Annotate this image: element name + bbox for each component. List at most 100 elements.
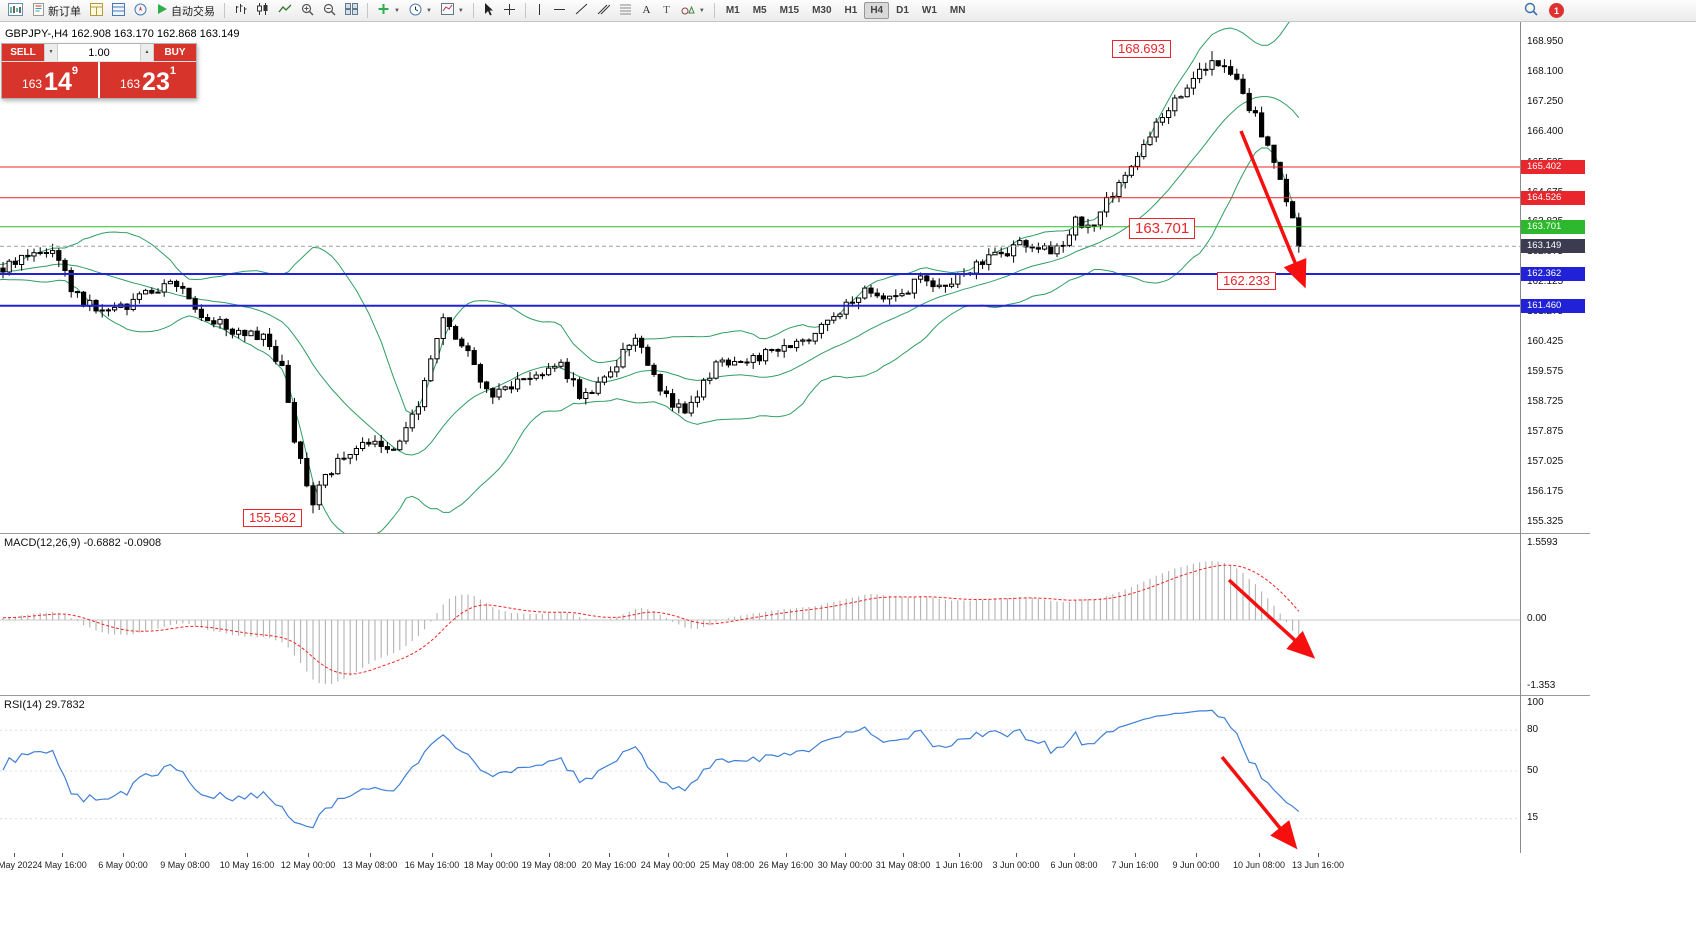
ask-price-prefix: 163 [120, 77, 141, 91]
market-watch-icon [90, 2, 103, 19]
periods-button[interactable]: ▼ [405, 1, 436, 20]
horizontal-line-button[interactable] [549, 1, 570, 20]
rsi-label: RSI(14) 29.7832 [4, 699, 85, 711]
volume-spinner[interactable]: ▲ [140, 44, 154, 61]
time-label: 19 May 08:00 [521, 860, 577, 870]
time-tick [549, 853, 550, 857]
axis-label: 156.175 [1527, 485, 1564, 497]
axis-label: 15 [1527, 812, 1539, 823]
indicators-button[interactable]: ▼ [373, 1, 404, 20]
time-tick [786, 853, 787, 857]
bar-chart-button[interactable] [230, 1, 251, 20]
ask-price-main: 23 [142, 68, 170, 96]
label-button[interactable]: T [657, 1, 676, 20]
time-tick [1318, 853, 1319, 857]
buy-button[interactable]: BUY [154, 44, 196, 61]
one-click-trading-panel: SELL ▼ ▲ BUY 163 14 9 163 23 1 [1, 43, 197, 99]
timeframe-m30[interactable]: M30 [812, 5, 832, 16]
market-watch-button[interactable] [86, 1, 107, 20]
time-label: 18 May 00:00 [463, 860, 519, 870]
text-button[interactable]: A [637, 1, 656, 20]
time-label: 20 May 16:00 [581, 860, 637, 870]
sell-button[interactable]: SELL [2, 44, 44, 61]
tile-windows-icon [345, 3, 358, 18]
time-tick [491, 853, 492, 857]
time-label: 12 May 00:00 [280, 860, 336, 870]
annotation-support[interactable]: 162.233 [1217, 272, 1276, 290]
axis-label: 50 [1527, 765, 1539, 776]
annotation-level[interactable]: 163.701 [1129, 218, 1196, 239]
fibonacci-button[interactable] [615, 1, 636, 20]
trendline-button[interactable] [571, 1, 592, 20]
time-label: 24 May 00:00 [640, 860, 696, 870]
clock-icon [409, 3, 422, 19]
timeframe-m1[interactable]: M1 [725, 5, 740, 16]
timeframe-h1[interactable]: H1 [844, 5, 858, 16]
time-tick [123, 853, 124, 857]
panel-separator[interactable] [0, 695, 1590, 696]
volume-input[interactable] [58, 44, 140, 61]
line-chart-button[interactable] [274, 1, 296, 20]
navigator-button[interactable] [130, 1, 151, 20]
new-chart-button[interactable] [4, 1, 27, 20]
data-window-button[interactable] [108, 1, 129, 20]
vertical-line-button[interactable] [531, 1, 548, 20]
timeframe-w1[interactable]: W1 [921, 5, 937, 16]
chevron-down-icon: ▼ [457, 7, 464, 14]
vertical-line-icon [535, 3, 544, 19]
tile-windows-button[interactable] [341, 1, 362, 20]
price-level-tag: 165.402 [1521, 159, 1585, 174]
search-button[interactable] [1520, 1, 1542, 20]
candlestick-chart-button[interactable] [252, 1, 273, 20]
time-label: 6 May 00:00 [98, 860, 148, 870]
macd-label: MACD(12,26,9) -0.6882 -0.0908 [4, 537, 162, 549]
zoom-out-button[interactable] [319, 1, 340, 20]
time-tick [432, 853, 433, 857]
time-label: 1 Jun 16:00 [935, 860, 983, 870]
crosshair-icon [503, 3, 516, 19]
annotation-low[interactable]: 155.562 [243, 509, 302, 527]
timeframe-h4[interactable]: H4 [864, 2, 890, 19]
trend-arrow-macd [1227, 578, 1316, 659]
svg-text:A: A [642, 4, 650, 15]
time-tick [62, 853, 63, 857]
trade-options-caret[interactable]: ▼ [44, 44, 58, 61]
time-tick [1135, 853, 1136, 857]
toolbar-separator [224, 3, 225, 18]
axis-label: 155.325 [1527, 515, 1564, 527]
time-label: 13 Jun 16:00 [1291, 860, 1345, 870]
timeframe-d1[interactable]: D1 [896, 5, 909, 16]
price-axis[interactable]: 168.950168.100167.250166.400165.525164.6… [1521, 0, 1601, 944]
ask-price-button[interactable]: 163 23 1 [100, 62, 196, 98]
panel-separator[interactable] [0, 533, 1590, 534]
shapes-button[interactable]: ▼ [677, 1, 709, 20]
bid-price-button[interactable]: 163 14 9 [2, 62, 98, 98]
main-chart[interactable] [0, 22, 1520, 533]
chevron-down-icon: ▼ [394, 7, 400, 14]
axis-label: -1.353 [1527, 680, 1556, 691]
autotrading-button[interactable]: 自动交易 [152, 1, 219, 20]
channel-button[interactable] [593, 1, 614, 20]
annotation-high[interactable]: 168.693 [1112, 40, 1171, 58]
label-icon: T [661, 3, 672, 18]
templates-button[interactable]: ▼ [437, 1, 468, 20]
cursor-button[interactable] [479, 1, 498, 20]
new-order-button[interactable]: 新订单 [28, 1, 85, 20]
notification-badge[interactable]: 1 [1549, 3, 1564, 18]
time-label: 10 Jun 08:00 [1232, 860, 1286, 870]
chevron-down-icon: ▼ [425, 7, 432, 14]
macd-panel[interactable] [0, 534, 1520, 695]
svg-text:T: T [663, 4, 670, 15]
timeframe-mn[interactable]: MN [949, 5, 966, 16]
axis-label: 100 [1527, 697, 1544, 708]
autotrading-play-icon [156, 3, 168, 18]
zoom-in-button[interactable] [297, 1, 318, 20]
timeframe-m15[interactable]: M15 [779, 5, 800, 16]
time-tick [903, 853, 904, 857]
bollinger-lower-band [0, 147, 1300, 533]
crosshair-button[interactable] [499, 1, 520, 20]
zoom-in-icon [301, 3, 314, 19]
rsi-panel[interactable] [0, 696, 1520, 853]
timeframe-m5[interactable]: M5 [752, 5, 767, 16]
